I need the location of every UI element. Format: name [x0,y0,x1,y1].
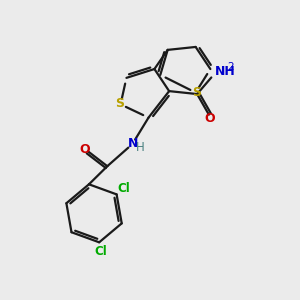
Text: 2: 2 [227,62,234,72]
Text: Cl: Cl [117,182,130,195]
Text: Cl: Cl [94,244,107,257]
Text: NH: NH [215,65,236,79]
Text: H: H [136,141,145,154]
Text: O: O [204,112,215,125]
Text: S: S [116,97,124,110]
Text: O: O [79,143,90,157]
Text: N: N [128,137,138,150]
Text: S: S [192,86,201,99]
